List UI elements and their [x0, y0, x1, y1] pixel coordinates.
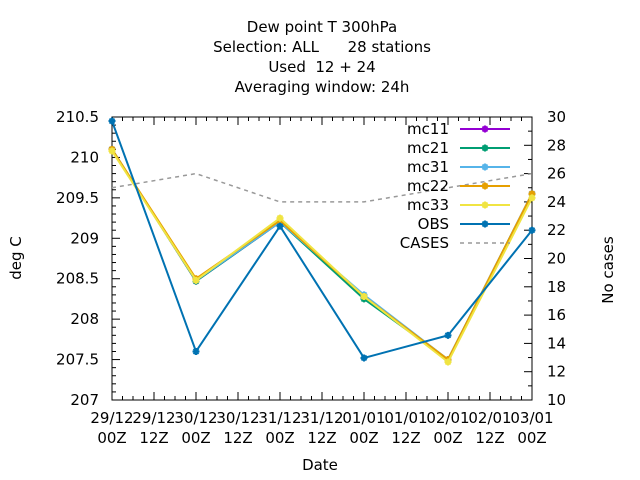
x-tick-label-date: 31/12 — [258, 409, 301, 427]
y2-tick-label: 20 — [547, 250, 566, 268]
series-line-mc11 — [111, 148, 533, 362]
x-tick-label-date: 30/12 — [216, 409, 259, 427]
legend-marker-mc21 — [481, 144, 489, 152]
series-group — [108, 117, 536, 366]
data-point-mc33 — [444, 358, 452, 366]
legend-marker-mc31 — [481, 163, 489, 171]
x-tick-label-hour: 12Z — [223, 429, 252, 447]
data-point-mc33 — [528, 194, 536, 202]
x-tick-label-hour: 00Z — [181, 429, 210, 447]
x-tick-label-date: 01/01 — [342, 409, 385, 427]
series-line-mc31 — [111, 148, 533, 362]
series-mc33 — [108, 147, 536, 366]
x-tick-label-date: 01/01 — [384, 409, 427, 427]
series-mc11 — [108, 145, 536, 364]
y2-tick-label: 10 — [547, 391, 566, 409]
y-tick-label: 207.5 — [56, 351, 99, 369]
y-axis-label: deg C — [7, 236, 25, 280]
y2-axis-label: No cases — [599, 236, 617, 304]
legend-label-mc22: mc22 — [407, 177, 449, 195]
x-tick-label-date: 03/01 — [510, 409, 553, 427]
data-point-obs — [528, 226, 536, 234]
series-line-obs — [111, 120, 533, 360]
legend-label-mc33: mc33 — [407, 196, 449, 214]
x-tick-label-date: 02/01 — [426, 409, 469, 427]
series-cases — [111, 172, 533, 203]
legend-label-mc21: mc21 — [407, 139, 449, 157]
y2-tick-label: 28 — [547, 136, 566, 154]
series-line-mc21 — [111, 148, 533, 362]
x-tick-label-date: 30/12 — [174, 409, 217, 427]
chart-title-line-4: Averaging window: 24h — [235, 78, 410, 96]
y-tick-label: 208 — [70, 310, 99, 328]
x-tick-label-hour: 00Z — [349, 429, 378, 447]
legend-marker-mc33 — [481, 201, 489, 209]
x-tick-label-date: 29/12 — [132, 409, 175, 427]
axes-group: 207 207.5 208 208.5 209 209.5 210 210.5 10 12 14 16… — [56, 108, 566, 447]
x-tick-label-date: 29/12 — [90, 409, 133, 427]
series-line-mc22 — [111, 148, 533, 362]
legend-marker-obs — [481, 220, 489, 228]
x-tick-label-hour: 00Z — [517, 429, 546, 447]
data-point-mc33 — [360, 293, 368, 301]
y-tick-label: 209 — [70, 229, 99, 247]
y-tick-label: 208.5 — [56, 270, 99, 288]
legend-marker-mc22 — [481, 182, 489, 190]
legend-label-mc11: mc11 — [407, 120, 449, 138]
data-point-obs — [108, 117, 116, 125]
legend-label-mc31: mc31 — [407, 158, 449, 176]
x-axis-label: Date — [302, 456, 338, 474]
series-obs — [108, 117, 536, 362]
series-line-cases — [111, 172, 533, 203]
legend-label-cases: CASES — [400, 234, 449, 252]
x-tick-label-hour: 00Z — [265, 429, 294, 447]
y2-tick-label: 30 — [547, 108, 566, 126]
legend-marker-mc11 — [481, 125, 489, 133]
data-point-obs — [276, 222, 284, 230]
y-tick-label: 210 — [70, 148, 99, 166]
legend-label-obs: OBS — [418, 215, 449, 233]
data-point-obs — [444, 331, 452, 339]
chart-title-line-1: Dew point T 300hPa — [247, 18, 397, 36]
y2-tick-label: 26 — [547, 165, 566, 183]
y2-tick-label: 24 — [547, 193, 566, 211]
series-line-mc33 — [111, 150, 533, 364]
x-tick-label-hour: 00Z — [433, 429, 462, 447]
y2-tick-label: 18 — [547, 278, 566, 296]
x-tick-label-hour: 12Z — [391, 429, 420, 447]
y-tick-label: 210.5 — [56, 108, 99, 126]
x-tick-label-hour: 00Z — [97, 429, 126, 447]
y-tick-label: 209.5 — [56, 189, 99, 207]
data-point-mc22 — [528, 190, 536, 198]
y2-tick-label: 16 — [547, 306, 566, 324]
data-point-obs — [192, 347, 200, 355]
data-point-obs — [360, 354, 368, 362]
data-point-mc33 — [192, 276, 200, 284]
x-tick-label-hour: 12Z — [307, 429, 336, 447]
chart-title-group: Dew point T 300hPa Selection: ALL 28 sta… — [213, 18, 431, 96]
x-tick-label-hour: 12Z — [475, 429, 504, 447]
series-mc22 — [108, 145, 536, 364]
series-mc21 — [108, 145, 536, 364]
x-tick-label-date: 31/12 — [300, 409, 343, 427]
chart-title-line-2: Selection: ALL 28 stations — [213, 38, 431, 56]
x-tick-label-date: 02/01 — [468, 409, 511, 427]
y2-tick-label: 22 — [547, 221, 566, 239]
data-point-mc33 — [276, 214, 284, 222]
y2-tick-label: 14 — [547, 334, 566, 352]
y-tick-label: 207 — [70, 391, 99, 409]
y2-tick-label: 12 — [547, 363, 566, 381]
x-tick-label-hour: 12Z — [139, 429, 168, 447]
chart-title-line-3: Used 12 + 24 — [268, 58, 375, 76]
series-mc31 — [108, 145, 536, 364]
data-point-mc33 — [108, 147, 116, 155]
